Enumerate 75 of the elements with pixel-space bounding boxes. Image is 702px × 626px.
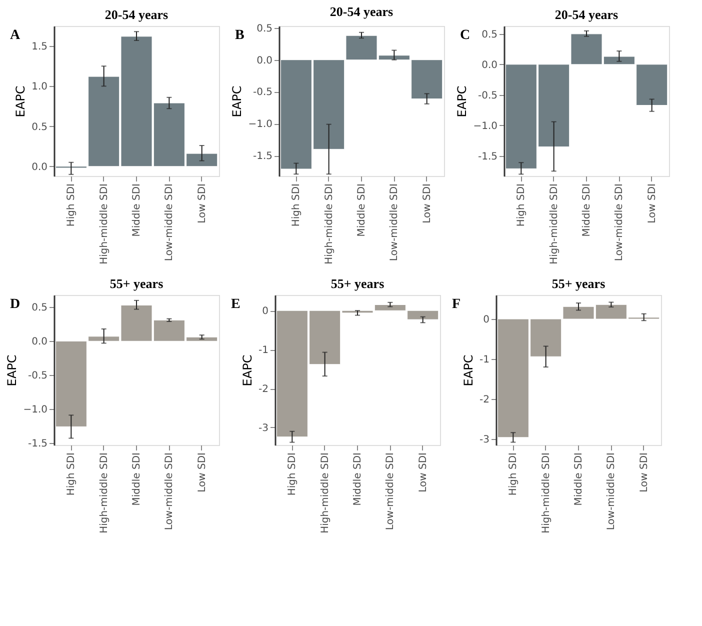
y-tick-label: -1.5 <box>478 151 498 162</box>
chart-title: 55+ years <box>330 276 384 291</box>
chart-title: 55+ years <box>110 276 164 291</box>
text: F <box>452 297 461 312</box>
y-tick-label: 0.5 <box>32 302 48 314</box>
y-tick-label: -2 <box>480 394 490 406</box>
x-tick-label: Low-middle SDI <box>389 184 400 262</box>
x-tick-label: High-middle SDI <box>540 452 552 534</box>
y-tick-label: −1.0 <box>23 404 48 416</box>
y-tick-label: -1 <box>258 345 268 356</box>
x-tick-label: Low SDI <box>646 184 658 224</box>
x-tick-label: Low SDI <box>418 452 429 492</box>
x-tick-label: Low SDI <box>196 452 208 492</box>
x-tick-label: Middle SDI <box>356 184 368 237</box>
chart-title: 20-54 years <box>104 7 168 22</box>
x-tick-label: High SDI <box>66 184 78 227</box>
text: D <box>10 297 20 312</box>
y-tick-label: 0.0 <box>482 60 498 71</box>
y-tick-label: -3 <box>258 422 268 434</box>
chart-title: 20-54 years <box>330 4 394 19</box>
y-tick-label: 1.0 <box>32 82 48 93</box>
y-tick-label: -1.5 <box>252 151 272 162</box>
x-tick-label: High SDI <box>287 452 298 496</box>
y-tick-label: 0.0 <box>32 162 48 173</box>
y-tick-label: 0 <box>483 314 490 326</box>
y-tick-label: 0.0 <box>32 336 48 348</box>
y-tick-label: -1.5 <box>28 438 48 450</box>
x-tick-label: Low-middle SDI <box>614 184 626 262</box>
y-tick-label: -0.5 <box>28 370 48 382</box>
x-tick-label: High-middle SDI <box>98 452 110 534</box>
text: A <box>10 28 21 43</box>
chart-title: 20-54 years <box>554 7 618 22</box>
y-tick-label: -0.5 <box>478 90 498 102</box>
y-tick-label: 0 <box>262 306 268 318</box>
y-tick-label: 0.5 <box>482 29 498 40</box>
y-tick-label: 0.5 <box>32 122 48 133</box>
x-tick-label: Low-middle SDI <box>606 452 618 530</box>
y-tick-label: -3 <box>480 434 490 446</box>
x-tick-label: Low-middle SDI <box>164 184 176 262</box>
text: C <box>460 28 470 43</box>
x-tick-label: Middle SDI <box>132 184 142 237</box>
x-tick-label: High SDI <box>516 184 528 227</box>
chart-title: 55+ years <box>552 276 606 291</box>
y-axis-title: EAPC <box>240 354 255 386</box>
x-tick-label: Middle SDI <box>582 184 592 237</box>
x-tick-label: Low SDI <box>638 452 650 492</box>
x-tick-label: Low-middle SDI <box>385 452 396 530</box>
x-tick-label: High-middle SDI <box>548 184 560 264</box>
y-tick-label: -2 <box>258 384 268 396</box>
y-axis-title: EAPC <box>5 354 20 386</box>
x-tick-label: Middle SDI <box>574 452 584 506</box>
y-tick-label: 0.0 <box>256 55 272 66</box>
y-tick-label: -1 <box>480 354 490 366</box>
x-tick-label: High-middle SDI <box>98 184 110 264</box>
y-tick-label: −1.0 <box>248 119 272 130</box>
x-tick-label: High SDI <box>66 452 78 496</box>
x-tick-label: High SDI <box>508 452 520 496</box>
y-tick-label: -0.5 <box>252 87 272 98</box>
y-axis-title: EAPC <box>14 86 28 118</box>
x-tick-label: Low SDI <box>196 184 208 224</box>
x-tick-label: High-middle SDI <box>324 184 335 264</box>
text: B <box>235 28 244 43</box>
x-tick-label: High-middle SDI <box>320 452 331 534</box>
x-tick-label: Middle SDI <box>132 452 142 506</box>
text: E <box>231 297 240 312</box>
y-axis-title: EAPC <box>230 86 244 118</box>
y-tick-label: 0.5 <box>256 23 272 34</box>
y-axis-title: EAPC <box>455 86 470 118</box>
x-tick-label: Low SDI <box>422 184 433 224</box>
x-tick-label: High SDI <box>291 184 302 227</box>
y-tick-label: 1.5 <box>32 42 48 53</box>
y-axis-title: EAPC <box>462 354 476 386</box>
x-tick-label: Low-middle SDI <box>164 452 176 530</box>
x-tick-label: Middle SDI <box>352 452 364 506</box>
y-tick-label: −1.0 <box>473 120 498 132</box>
